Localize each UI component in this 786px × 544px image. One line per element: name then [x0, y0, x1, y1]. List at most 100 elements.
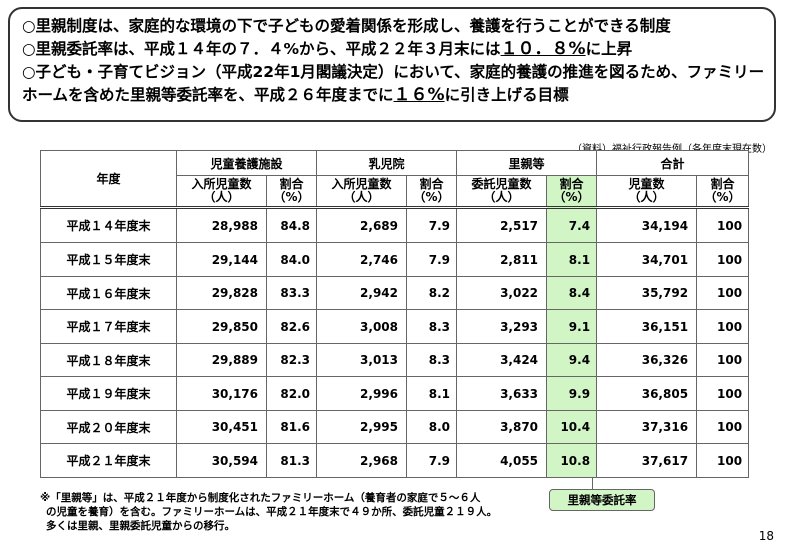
cell-percent: 81.3	[265, 443, 318, 478]
cell-count: 37,617	[596, 443, 698, 478]
table-row: 平成１４年度末 28,988 84.8 2,689 7.9 2,517 7.4 34,194 1…	[40, 206, 750, 244]
cell-count: 2,811	[456, 242, 548, 277]
cell-count: 29,889	[176, 342, 267, 378]
group-header-total: 合計	[596, 150, 750, 176]
cell-count: 3,424	[456, 342, 548, 378]
row-year: 平成１５年度末	[40, 242, 177, 277]
subheader-label: 割合	[710, 177, 735, 191]
subheader: 入所児童数 （人）	[316, 175, 408, 209]
table-row: 平成１７年度末 29,850 82.6 3,008 8.3 3,293 9.1 36,151 1…	[40, 309, 750, 344]
cell-count: 3,022	[456, 275, 548, 311]
table-row: 平成１６年度末 29,828 83.3 2,942 8.2 3,022 8.4 35,792 1…	[40, 275, 750, 311]
subheader-unit: （%）	[704, 190, 741, 204]
footnote-line-1: ※「里親等」は、平成２１年度から制度化されたファミリーホーム（養育者の家庭で５～…	[40, 492, 481, 504]
cell-percent: 81.6	[265, 409, 318, 445]
cell-percent: 100	[696, 342, 750, 378]
group-header-children-homes: 児童養護施設	[175, 150, 318, 176]
cell-count: 36,151	[596, 309, 698, 344]
cell-percent: 8.3	[406, 309, 458, 344]
summary-line-2: ○里親委託率は、平成１４年の７．４%から、平成２２年３月末には１０．８%に上昇	[22, 38, 762, 61]
year-header: 年度	[40, 150, 177, 209]
subheader-unit: （人）	[628, 190, 665, 204]
group-header-foster-parents: 里親等	[456, 150, 598, 176]
cell-count: 3,633	[456, 376, 548, 411]
cell-percent: 8.3	[406, 342, 458, 378]
cell-count: 2,517	[456, 206, 548, 244]
subheader-label: 入所児童数	[331, 177, 392, 191]
subheader: 割合 （%）	[265, 175, 318, 209]
cell-count: 35,792	[596, 275, 698, 311]
subheader: 割合 （%）	[696, 175, 750, 209]
subheader-label: 入所児童数	[191, 177, 252, 191]
summary-line-2-emphasis: １０．８%	[500, 39, 586, 59]
cell-percent: 100	[696, 206, 750, 244]
summary-box: ○里親制度は、家庭的な環境の下で子どもの愛着関係を形成し、養護を行うことができる…	[8, 7, 776, 122]
table-body: 平成１４年度末 28,988 84.8 2,689 7.9 2,517 7.4 34,194 1…	[40, 206, 750, 478]
cell-percent: 100	[696, 242, 750, 277]
cell-count: 36,805	[596, 376, 698, 411]
cell-percent: 82.3	[265, 342, 318, 378]
cell-percent: 9.1	[546, 309, 598, 344]
subheader: 入所児童数 （人）	[176, 175, 267, 209]
cell-count: 29,850	[176, 309, 267, 344]
cell-count: 30,176	[176, 376, 267, 411]
row-year: 平成１７年度末	[40, 309, 177, 344]
table-row: 平成１５年度末 29,144 84.0 2,746 7.9 2,811 8.1 34,701 1…	[40, 242, 750, 277]
cell-count: 3,293	[456, 309, 548, 344]
cell-count: 3,013	[316, 342, 408, 378]
row-year: 平成１４年度末	[40, 206, 177, 244]
cell-count: 34,194	[596, 206, 698, 244]
summary-line-4: ホームを含めた里親等委託率を、平成２６年度までに１６%に引き上げる目標	[22, 84, 762, 107]
cell-percent: 8.1	[546, 242, 598, 277]
table-row: 平成１９年度末 30,176 82.0 2,996 8.1 3,633 9.9 36,805 1…	[40, 376, 750, 411]
cell-percent: 100	[696, 309, 750, 344]
subheader-label: 割合	[279, 177, 304, 191]
cell-percent: 100	[696, 376, 750, 411]
cell-count: 4,055	[456, 443, 548, 478]
cell-percent: 7.9	[406, 206, 458, 244]
footnote-line-2: の児童を養育）を含む。ファミリーホームは、平成２１年度末で４９か所、委託児童２１…	[46, 506, 498, 518]
source-note: （資料）福祉行政報告例（各年度末現在数）	[572, 144, 772, 155]
cell-percent: 100	[696, 275, 750, 311]
page-number: 18	[758, 529, 774, 543]
table-row: 平成１８年度末 29,889 82.3 3,013 8.3 3,424 9.4 36,326 1…	[40, 342, 750, 378]
subheader-unit: （人）	[203, 190, 240, 204]
subheader: 児童数 （人）	[596, 175, 698, 209]
cell-percent: 7.9	[406, 443, 458, 478]
cell-percent: 10.8	[546, 443, 598, 478]
cell-count: 30,594	[176, 443, 267, 478]
cell-percent: 8.0	[406, 409, 458, 445]
cell-percent: 8.2	[406, 275, 458, 311]
subheader-label: 委託児童数	[471, 177, 532, 191]
subheader-unit: （%）	[553, 190, 590, 204]
cell-count: 36,326	[596, 342, 698, 378]
summary-line-4-emphasis: １６%	[393, 85, 445, 105]
row-year: 平成１６年度末	[40, 275, 177, 311]
subheader-label: 割合	[419, 177, 444, 191]
cell-percent: 9.9	[546, 376, 598, 411]
cell-count: 3,008	[316, 309, 408, 344]
cell-count: 28,988	[176, 206, 267, 244]
summary-line-4-post: に引き上げる目標	[444, 86, 569, 104]
cell-percent: 8.4	[546, 275, 598, 311]
foster-care-table: 年度 児童養護施設 乳児院 里親等 合計 入所児童数 （人） 割合 （%） 入所児童…	[40, 150, 750, 478]
cell-percent: 10.4	[546, 409, 598, 445]
footnote-line-3: 多くは里親、里親委託児童からの移行。	[46, 520, 235, 532]
cell-count: 2,968	[316, 443, 408, 478]
cell-count: 34,701	[596, 242, 698, 277]
cell-count: 2,996	[316, 376, 408, 411]
cell-count: 2,689	[316, 206, 408, 244]
cell-percent: 100	[696, 443, 750, 478]
subheader-unit: （%）	[413, 190, 450, 204]
cell-count: 30,451	[176, 409, 267, 445]
row-year: 平成１８年度末	[40, 342, 177, 378]
cell-count: 2,942	[316, 275, 408, 311]
subheader: 委託児童数 （人）	[456, 175, 548, 209]
cell-count: 2,746	[316, 242, 408, 277]
summary-line-3: ○子ども・子育てビジョン（平成22年1月閣議決定）において、家庭的養護の推進を図…	[22, 63, 765, 81]
foster-rate-badge: 里親等委託率	[549, 489, 655, 511]
group-header-infant-homes: 乳児院	[316, 150, 458, 176]
cell-percent: 84.0	[265, 242, 318, 277]
cell-count: 37,316	[596, 409, 698, 445]
cell-percent: 83.3	[265, 275, 318, 311]
